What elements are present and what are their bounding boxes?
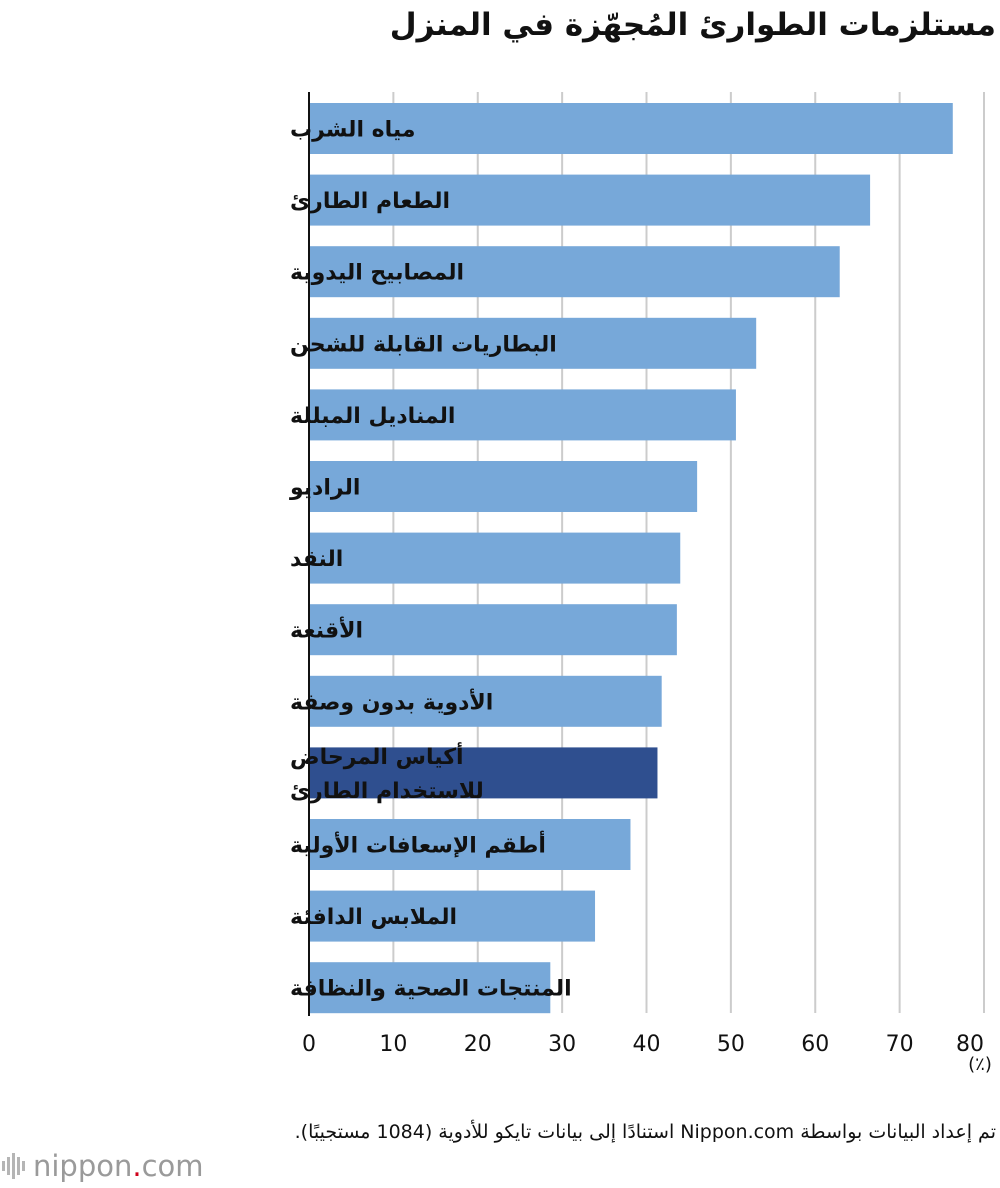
bar: [310, 103, 953, 154]
category-label: الطعام الطارئ: [290, 189, 450, 214]
category-label: مياه الشرب: [290, 118, 416, 143]
x-tick-label: 80: [956, 1032, 984, 1057]
bar: [310, 246, 840, 298]
category-label: أطقم الإسعافات الأولية: [290, 830, 546, 859]
source-note: تم إعداد البيانات بواسطة Nippon.com استن…: [294, 1121, 996, 1143]
bar: [310, 675, 662, 727]
category-label: النقد: [290, 547, 343, 572]
logo-dot: .: [132, 1149, 142, 1183]
category-label: المصابيح اليدوية: [290, 261, 464, 286]
category-label: المنتجات الصحية والنظافة: [290, 977, 572, 1002]
x-tick-label: 10: [379, 1032, 407, 1057]
bar: [310, 962, 551, 1014]
bar: [310, 389, 736, 441]
chart-title: مستلزمات الطوارئ المُجهّزة في المنزل: [389, 7, 996, 43]
category-label: المناديل المبللة: [290, 404, 455, 429]
category-label: الراديو: [289, 476, 360, 501]
category-label: الملابس الدافئة: [290, 905, 457, 930]
category-label: الأقنعة: [290, 616, 363, 644]
category-label: البطاريات القابلة للشحن: [290, 332, 557, 357]
bar-chart: مياه الشرب الطعام الطارئ المصابيح اليدوية ا…: [289, 92, 985, 1057]
category-label: الأدوية بدون وصفة: [290, 687, 493, 715]
unit-label: (٪): [968, 1054, 992, 1075]
x-tick-label: 30: [548, 1032, 576, 1057]
category-labels: مياه الشرب الطعام الطارئ المصابيح اليدوية ا…: [289, 118, 572, 1002]
x-tick-label: 40: [633, 1032, 661, 1057]
nippon-logo: nippon. com: [2, 1144, 204, 1188]
bar: [310, 317, 757, 369]
category-label: للاستخدام الطارئ: [290, 779, 484, 804]
x-tick-labels: 0 10 20 30 40 50 60 70 80: [302, 1032, 984, 1057]
bar: [310, 174, 871, 226]
x-tick-label: 60: [801, 1032, 829, 1057]
x-tick-label: 70: [886, 1032, 914, 1057]
x-tick-label: 50: [717, 1032, 745, 1057]
logo-mark-icon: [2, 1153, 25, 1179]
category-label: أكياس المرحاض: [290, 741, 464, 770]
x-tick-label: 0: [302, 1032, 316, 1057]
logo-name: nippon: [33, 1149, 133, 1183]
bar: [310, 604, 677, 656]
bar: [310, 461, 698, 512]
x-tick-label: 20: [464, 1032, 492, 1057]
bars: [310, 103, 953, 1014]
bar: [310, 890, 596, 942]
bar: [310, 532, 681, 584]
bar: [310, 747, 658, 799]
logo-suffix: com: [141, 1149, 204, 1183]
bar: [310, 819, 631, 870]
